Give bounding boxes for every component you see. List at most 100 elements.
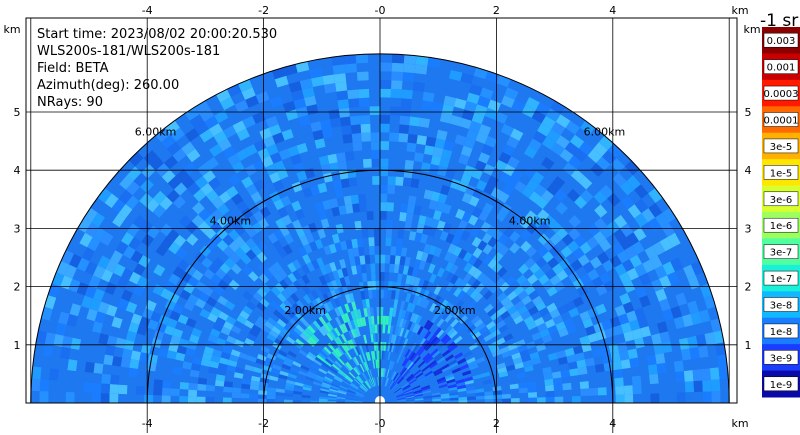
- sector-cell: [541, 156, 555, 170]
- sector-cell: [396, 317, 402, 327]
- sector-cell: [380, 114, 391, 124]
- sector-cell: [551, 371, 562, 379]
- sector-cell: [239, 242, 251, 254]
- sector-cell: [216, 89, 231, 103]
- sector-cell: [601, 319, 613, 331]
- sector-cell: [612, 324, 624, 336]
- sector-cell: [141, 164, 156, 179]
- sector-cell: [353, 319, 359, 329]
- sector-cell: [483, 333, 494, 342]
- sector-cell: [380, 167, 389, 177]
- sector-cell: [555, 201, 568, 215]
- sector-cell: [443, 251, 453, 262]
- sector-cell: [446, 304, 456, 314]
- sector-cell: [58, 311, 70, 325]
- sector-cell: [487, 307, 497, 317]
- sector-cell: [348, 386, 357, 392]
- sector-cell: [197, 162, 211, 176]
- sector-cell: [667, 271, 680, 286]
- sector-cell: [655, 353, 666, 365]
- sector-cell: [223, 246, 235, 258]
- sector-cell: [299, 332, 309, 342]
- sector-cell: [399, 282, 406, 292]
- sector-cell: [351, 301, 357, 311]
- sector-cell: [519, 349, 530, 358]
- sector-cell: [428, 334, 437, 343]
- sector-cell: [558, 327, 569, 338]
- sector-cell: [423, 341, 431, 350]
- sector-cell: [475, 392, 485, 397]
- sector-cell: [240, 253, 252, 265]
- sector-cell: [258, 390, 268, 396]
- sector-cell: [518, 263, 530, 275]
- sector-cell: [436, 297, 445, 307]
- sector-cell: [372, 289, 377, 299]
- sector-cell: [245, 300, 257, 311]
- sector-cell: [442, 222, 452, 233]
- sector-cell: [298, 370, 308, 377]
- sector-cell: [345, 400, 354, 403]
- sector-cell: [717, 354, 728, 368]
- sector-cell: [634, 198, 649, 214]
- sector-cell: [484, 135, 498, 148]
- sector-cell: [311, 76, 324, 87]
- sector-cell: [404, 389, 413, 394]
- sector-cell: [482, 379, 492, 385]
- sector-cell: [120, 357, 131, 368]
- sector-cell: [199, 108, 215, 122]
- sector-cell: [257, 315, 267, 325]
- sector-cell: [332, 64, 346, 75]
- sector-cell: [105, 259, 118, 273]
- sector-cell: [407, 311, 413, 321]
- sector-cell: [577, 366, 588, 376]
- sector-cell: [358, 97, 370, 107]
- sector-cell: [366, 307, 371, 317]
- sector-cell: [469, 289, 480, 300]
- sector-cell: [692, 369, 703, 382]
- sector-cell: [405, 274, 412, 285]
- sector-cell: [443, 301, 452, 312]
- sector-cell: [610, 158, 625, 173]
- sector-cell: [355, 327, 361, 337]
- sector-cell: [436, 376, 446, 383]
- sector-cell: [639, 295, 651, 308]
- sector-cell: [87, 237, 101, 252]
- sector-cell: [170, 335, 181, 346]
- sector-cell: [405, 395, 415, 399]
- sector-cell: [475, 395, 485, 400]
- sector-cell: [416, 325, 424, 335]
- sector-cell: [426, 291, 434, 301]
- sector-cell: [380, 280, 385, 290]
- sector-cell: [311, 299, 320, 309]
- sector-cell: [64, 264, 77, 279]
- sector-cell: [346, 361, 354, 370]
- sector-cell: [282, 360, 293, 367]
- sector-cell: [472, 268, 483, 280]
- sector-cell: [481, 275, 491, 287]
- sector-cell: [495, 320, 506, 329]
- sector-cell: [217, 362, 228, 371]
- sector-cell: [152, 204, 166, 218]
- sector-cell: [195, 100, 210, 115]
- sector-cell: [301, 224, 312, 236]
- sector-cell: [634, 263, 647, 277]
- sector-cell: [503, 226, 515, 238]
- sector-cell: [371, 158, 380, 168]
- sector-cell: [433, 247, 443, 258]
- sector-cell: [280, 289, 291, 300]
- sector-cell: [582, 318, 594, 329]
- sector-cell: [521, 354, 532, 363]
- sector-cell: [542, 279, 554, 291]
- sector-cell: [42, 343, 54, 357]
- sector-cell: [509, 347, 520, 356]
- sector-cell: [458, 400, 468, 403]
- y-tick-label-left: 3: [14, 222, 21, 235]
- sector-cell: [403, 358, 410, 367]
- sector-cell: [338, 388, 348, 393]
- sector-cell: [111, 198, 126, 214]
- sector-cell: [487, 341, 498, 350]
- sector-cell: [661, 222, 675, 238]
- sector-cell: [414, 64, 428, 75]
- sector-cell: [404, 256, 411, 267]
- sector-cell: [424, 370, 433, 377]
